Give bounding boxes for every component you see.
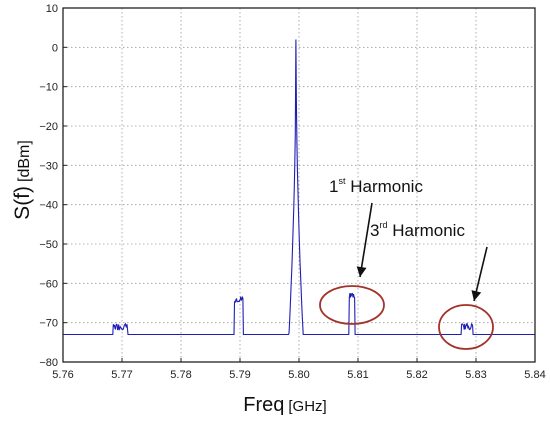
x-tick-label: 5.76 [52,369,73,381]
x-tick-label: 5.82 [406,369,427,381]
annotation-arrow [359,202,373,278]
y-tick-label: −80 [39,357,58,369]
x-tick-label: 5.80 [288,369,309,381]
y-tick-labels: 10 0 −10 −20 −30 −40 −50 −60 −70 −80 [39,3,67,369]
x-tick-label: 5.81 [347,369,368,381]
harmonic-ellipse [319,285,385,325]
x-tick-label: 5.79 [229,369,250,381]
annotations: 1st Harmonic 3rd Harmonic [319,176,494,350]
arrow-head [471,290,482,301]
harmonic-ellipse [438,304,494,350]
y-tick-label: −60 [39,278,58,290]
y-axis-label: S(f)[dBm] [11,140,34,220]
harmonic-label: 1st Harmonic [329,176,423,196]
arrow-head [356,266,367,277]
x-tick-label: 5.83 [465,369,486,381]
harmonic-label: 3rd Harmonic [370,220,465,240]
y-tick-label: −10 [39,82,58,94]
x-tick-labels: 5.76 5.77 5.78 5.79 5.80 5.81 5.82 5.83 5.84 [52,358,546,381]
y-tick-label: −50 [39,239,58,251]
x-tick-label: 5.84 [524,369,545,381]
y-tick-label: −20 [39,121,58,133]
y-tick-label: 0 [52,42,58,54]
y-tick-label: 10 [46,3,58,15]
y-tick-label: −70 [39,318,58,330]
grid-lines [63,8,535,362]
x-tick-label: 5.78 [170,369,191,381]
x-tick-label: 5.77 [111,369,132,381]
x-axis-label: Freq [GHz] [243,394,326,416]
spectrum-trace [63,39,535,336]
y-tick-label: −30 [39,160,58,172]
y-tick-label: −40 [39,200,58,212]
